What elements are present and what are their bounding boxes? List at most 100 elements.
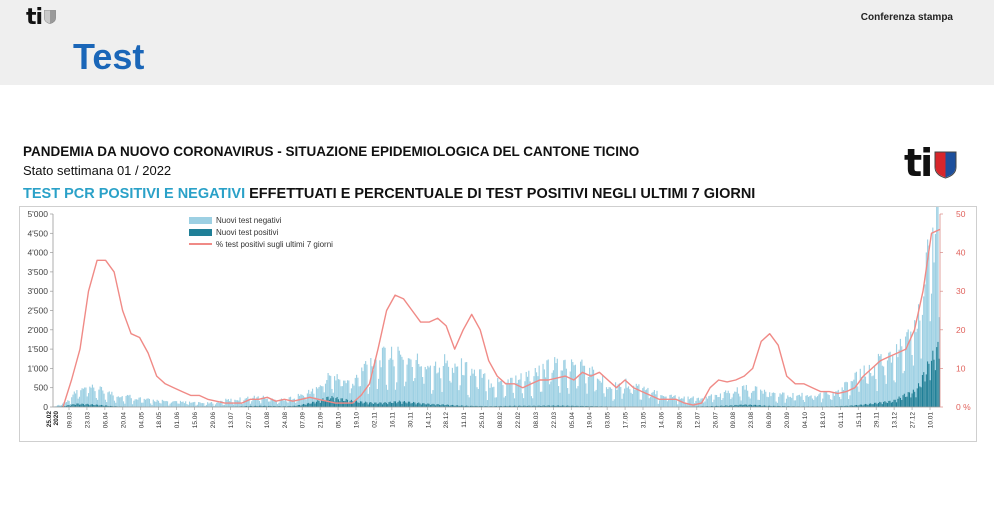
bar-positives bbox=[447, 404, 450, 407]
bar-positives bbox=[249, 405, 251, 407]
bar-positives bbox=[310, 403, 312, 407]
bar-positives bbox=[102, 405, 104, 407]
bar-negatives bbox=[883, 366, 885, 402]
bar-negatives bbox=[743, 385, 745, 405]
bar-positives bbox=[479, 406, 481, 407]
bar-positives bbox=[758, 405, 760, 407]
bar-positives bbox=[423, 403, 425, 407]
bar-negatives bbox=[674, 395, 676, 407]
bar-negatives bbox=[749, 398, 751, 405]
bar-negatives bbox=[324, 383, 327, 401]
bar-negatives bbox=[218, 402, 220, 407]
bar-positives bbox=[761, 405, 763, 407]
bar-negatives bbox=[775, 401, 777, 407]
bar-negatives bbox=[774, 392, 776, 406]
bar-positives bbox=[398, 400, 400, 407]
bar-negatives bbox=[515, 375, 517, 406]
bar-negatives bbox=[354, 377, 356, 401]
bar-positives bbox=[543, 405, 545, 407]
bar-negatives bbox=[696, 398, 698, 407]
bar-negatives bbox=[252, 397, 254, 407]
bar-negatives bbox=[704, 401, 706, 407]
bar-positives bbox=[296, 405, 298, 407]
bar-negatives bbox=[614, 382, 617, 407]
bar-negatives bbox=[669, 394, 671, 407]
bar-negatives bbox=[660, 395, 662, 407]
bar-negatives bbox=[393, 366, 395, 402]
bar-positives bbox=[890, 402, 892, 407]
bar-positives bbox=[385, 402, 387, 407]
bar-negatives bbox=[126, 394, 128, 407]
bar-negatives bbox=[221, 400, 223, 407]
bar-negatives bbox=[255, 398, 257, 406]
bar-negatives bbox=[239, 397, 241, 407]
bar-negatives bbox=[890, 362, 892, 403]
bar-negatives bbox=[644, 390, 646, 407]
bar-negatives bbox=[617, 384, 619, 407]
bar-negatives bbox=[691, 397, 693, 407]
bar-positives bbox=[473, 406, 476, 407]
bar-negatives bbox=[431, 393, 433, 405]
bar-positives bbox=[107, 405, 109, 407]
bar-negatives bbox=[705, 396, 707, 407]
bar-positives bbox=[358, 402, 360, 407]
bar-positives bbox=[898, 396, 900, 407]
bar-negatives bbox=[845, 381, 847, 406]
bar-negatives bbox=[327, 372, 329, 397]
x-tick-label: 27.12 bbox=[910, 412, 917, 429]
bar-negatives bbox=[550, 381, 552, 407]
bar-negatives bbox=[810, 395, 812, 407]
bar-negatives bbox=[428, 367, 430, 404]
bar-positives bbox=[507, 406, 509, 407]
bar-negatives bbox=[600, 382, 602, 407]
bar-negatives bbox=[394, 389, 397, 402]
bar-positives bbox=[328, 399, 330, 407]
bar-positives bbox=[331, 395, 333, 407]
bar-positives bbox=[866, 404, 868, 407]
bar-negatives bbox=[548, 384, 551, 406]
bar-positives bbox=[273, 405, 275, 407]
bar-negatives bbox=[697, 397, 700, 407]
bar-negatives bbox=[55, 406, 57, 407]
bar-negatives bbox=[201, 403, 204, 407]
bar-negatives bbox=[877, 353, 880, 403]
bar-positives bbox=[374, 402, 376, 407]
bar-negatives bbox=[131, 404, 134, 407]
bar-negatives bbox=[163, 400, 165, 407]
bar-negatives bbox=[479, 369, 481, 407]
bar-positives bbox=[558, 405, 560, 407]
bar-negatives bbox=[84, 387, 86, 406]
bar-positives bbox=[519, 405, 521, 407]
bar-negatives bbox=[318, 386, 320, 401]
bar-positives bbox=[735, 404, 737, 407]
bar-negatives bbox=[155, 401, 157, 407]
bar-negatives bbox=[222, 404, 224, 407]
bar-positives bbox=[741, 405, 744, 407]
bar-negatives bbox=[273, 400, 275, 406]
bar-negatives bbox=[143, 398, 145, 407]
bar-positives bbox=[740, 404, 742, 407]
bar-positives bbox=[556, 405, 558, 407]
bar-negatives bbox=[129, 394, 131, 407]
bar-negatives bbox=[340, 386, 342, 399]
bar-negatives bbox=[542, 363, 544, 406]
bar-positives bbox=[736, 405, 738, 407]
x-tick-label: 29.11 bbox=[874, 412, 881, 428]
bar-positives bbox=[526, 405, 529, 407]
bar-negatives bbox=[207, 402, 209, 407]
bar-negatives bbox=[861, 376, 863, 405]
x-tick-label: 23.03 bbox=[84, 412, 91, 429]
bar-negatives bbox=[741, 386, 744, 406]
x-tick-label: 30.11 bbox=[407, 412, 414, 428]
bar-positives bbox=[405, 402, 407, 407]
chart-legend: Nuovi test negativi Nuovi test positivi … bbox=[189, 214, 333, 250]
bar-positives bbox=[719, 405, 722, 407]
bar-negatives bbox=[293, 398, 296, 406]
bar-positives bbox=[291, 406, 293, 407]
bar-negatives bbox=[753, 390, 755, 405]
bar-positives bbox=[103, 406, 105, 407]
bar-positives bbox=[84, 405, 86, 407]
bar-positives bbox=[389, 401, 391, 407]
bar-negatives bbox=[627, 386, 630, 407]
bar-negatives bbox=[108, 391, 110, 407]
